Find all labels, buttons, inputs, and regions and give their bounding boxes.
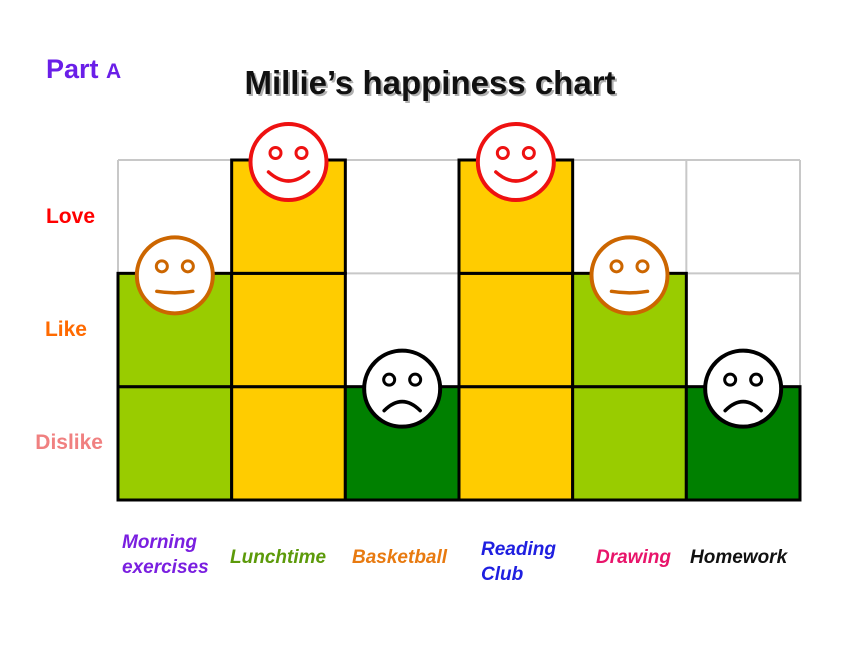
sad-face-icon bbox=[703, 348, 784, 429]
y-level-love: Love bbox=[45, 204, 95, 228]
happy-face-icon bbox=[248, 122, 329, 202]
category-label-line: Basketball bbox=[352, 547, 448, 568]
category-label: Basketball bbox=[352, 545, 447, 570]
category-label-line: Homework bbox=[690, 547, 788, 568]
neutral-face-icon bbox=[134, 235, 215, 316]
part-letter: A bbox=[106, 60, 122, 83]
bar-cell-2 bbox=[230, 271, 347, 389]
neutral-face-icon bbox=[589, 235, 670, 316]
happy-face-icon bbox=[475, 122, 556, 202]
category-label-line: Lunchtime bbox=[230, 547, 327, 568]
category-label-line: Drawing bbox=[596, 547, 671, 568]
category-label-line: exercises bbox=[122, 557, 209, 578]
bar-cell-5 bbox=[571, 385, 688, 502]
category-label-line: Morning bbox=[122, 532, 197, 553]
bar-cell-2 bbox=[230, 385, 347, 502]
part-word: Part bbox=[46, 54, 99, 84]
chart-title: Millie’s happiness chart bbox=[244, 64, 616, 101]
category-label: Lunchtime bbox=[230, 545, 326, 570]
bar-cell-1 bbox=[116, 385, 234, 502]
y-level-like: Like bbox=[44, 318, 87, 341]
category-label: Reading Club bbox=[481, 537, 556, 587]
bar-cell-4 bbox=[457, 271, 575, 389]
part-label: Part A bbox=[46, 54, 121, 85]
sad-face-icon bbox=[362, 348, 443, 429]
bar-cell-4 bbox=[457, 385, 575, 502]
category-label-line: Club bbox=[481, 564, 524, 585]
category-label: Morning exercises bbox=[122, 530, 209, 580]
category-label: Drawing bbox=[596, 545, 671, 570]
category-label: Homework bbox=[690, 545, 787, 570]
y-level-dislike: Dislike bbox=[35, 431, 103, 455]
category-label-line: Reading bbox=[481, 539, 556, 560]
